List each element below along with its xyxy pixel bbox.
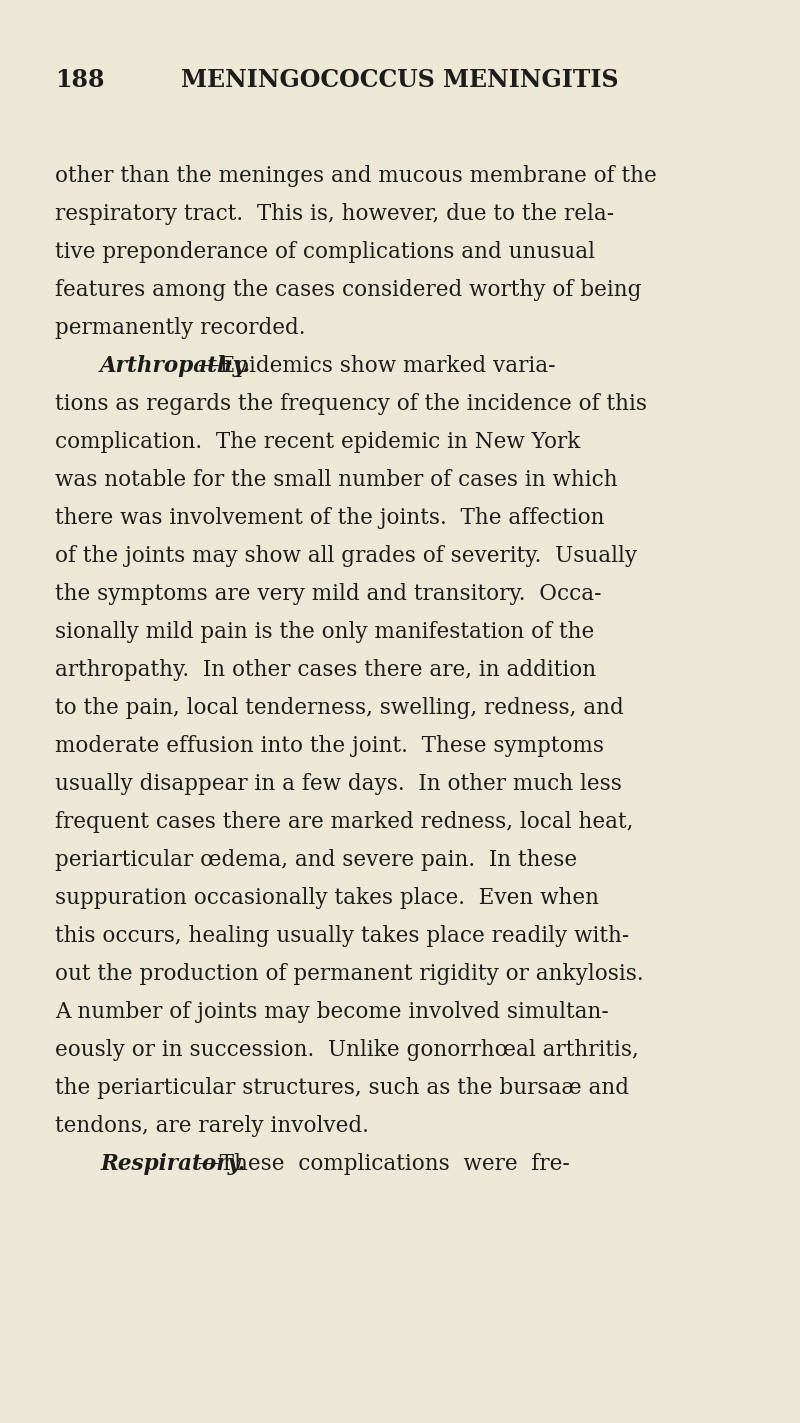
Text: there was involvement of the joints.  The affection: there was involvement of the joints. The… xyxy=(55,507,605,529)
Text: features among the cases considered worthy of being: features among the cases considered wort… xyxy=(55,279,642,302)
Text: frequent cases there are marked redness, local heat,: frequent cases there are marked redness,… xyxy=(55,811,634,832)
Text: out the production of permanent rigidity or ankylosis.: out the production of permanent rigidity… xyxy=(55,963,644,985)
Text: of the joints may show all grades of severity.  Usually: of the joints may show all grades of sev… xyxy=(55,545,637,566)
Text: eously or in succession.  Unlike gonorrhœal arthritis,: eously or in succession. Unlike gonorrhœ… xyxy=(55,1039,638,1062)
Text: other than the meninges and mucous membrane of the: other than the meninges and mucous membr… xyxy=(55,165,657,186)
Text: was notable for the small number of cases in which: was notable for the small number of case… xyxy=(55,470,618,491)
Text: —These  complications  were  fre-: —These complications were fre- xyxy=(198,1153,570,1175)
Text: to the pain, local tenderness, swelling, redness, and: to the pain, local tenderness, swelling,… xyxy=(55,697,624,719)
Text: tive preponderance of complications and unusual: tive preponderance of complications and … xyxy=(55,240,595,263)
Text: periarticular œdema, and severe pain.  In these: periarticular œdema, and severe pain. In… xyxy=(55,850,577,871)
Text: arthropathy.  In other cases there are, in addition: arthropathy. In other cases there are, i… xyxy=(55,659,596,682)
Text: Respiratory.: Respiratory. xyxy=(100,1153,245,1175)
Text: A number of joints may become involved simultan-: A number of joints may become involved s… xyxy=(55,1000,609,1023)
Text: tions as regards the frequency of the incidence of this: tions as regards the frequency of the in… xyxy=(55,393,647,416)
Text: sionally mild pain is the only manifestation of the: sionally mild pain is the only manifesta… xyxy=(55,620,594,643)
Text: the symptoms are very mild and transitory.  Occa-: the symptoms are very mild and transitor… xyxy=(55,583,602,605)
Text: this occurs, healing usually takes place readily with-: this occurs, healing usually takes place… xyxy=(55,925,630,946)
Text: the periarticular structures, such as the bursaæ and: the periarticular structures, such as th… xyxy=(55,1077,629,1099)
Text: respiratory tract.  This is, however, due to the rela-: respiratory tract. This is, however, due… xyxy=(55,203,614,225)
Text: suppuration occasionally takes place.  Even when: suppuration occasionally takes place. Ev… xyxy=(55,887,599,909)
Text: 188: 188 xyxy=(55,68,105,92)
Text: permanently recorded.: permanently recorded. xyxy=(55,317,306,339)
Text: complication.  The recent epidemic in New York: complication. The recent epidemic in New… xyxy=(55,431,580,453)
Text: moderate effusion into the joint.  These symptoms: moderate effusion into the joint. These … xyxy=(55,736,604,757)
Text: usually disappear in a few days.  In other much less: usually disappear in a few days. In othe… xyxy=(55,773,622,795)
Text: —Epidemics show marked varia-: —Epidemics show marked varia- xyxy=(198,354,555,377)
Text: Arthropathy.: Arthropathy. xyxy=(100,354,251,377)
Text: tendons, are rarely involved.: tendons, are rarely involved. xyxy=(55,1116,369,1137)
Text: MENINGOCOCCUS MENINGITIS: MENINGOCOCCUS MENINGITIS xyxy=(182,68,618,92)
